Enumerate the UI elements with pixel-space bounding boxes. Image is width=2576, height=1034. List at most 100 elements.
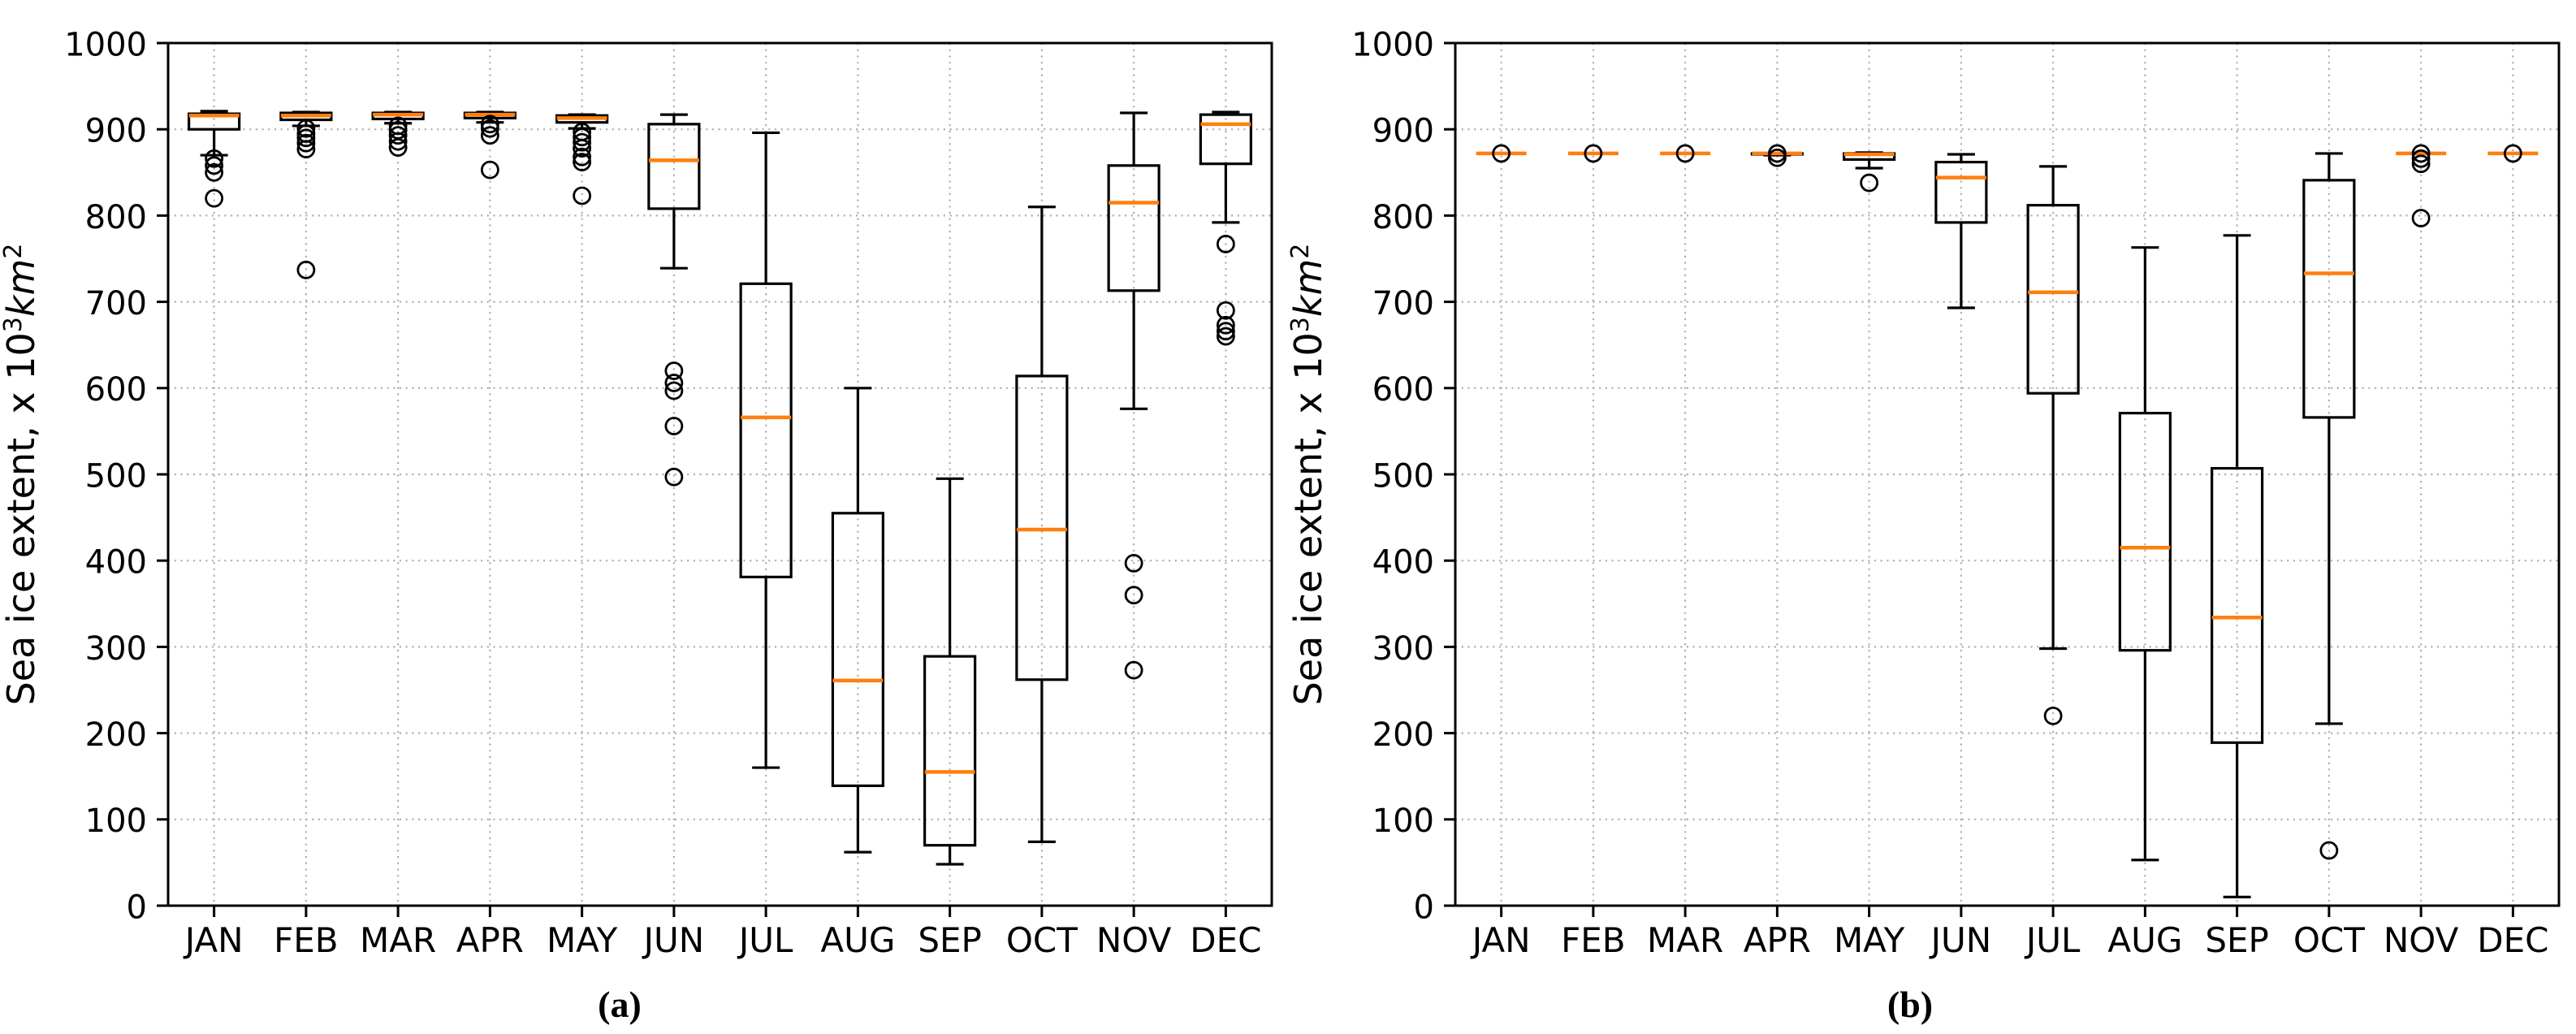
x-tick-label: MAY [547,920,618,960]
x-tick-label: NOV [2384,920,2459,960]
x-tick-label: AUG [820,920,895,960]
iqr-box [647,123,701,210]
x-tick-label: OCT [1006,920,1078,960]
y-tick-label: 1000 [1351,26,1434,63]
box-oct [2302,152,2356,860]
boxes [188,110,1252,866]
box-mar [371,110,425,157]
box-nov [2396,144,2447,227]
y-tick-label: 0 [1414,889,1434,926]
box-nov [1107,111,1160,680]
box-apr [1750,144,1804,167]
outlier-marker [1124,586,1143,605]
outlier-marker [2411,154,2431,174]
x-tick-label: MAR [360,920,436,960]
y-tick-label: 800 [1372,199,1434,236]
outlier-marker [664,381,684,400]
outlier-marker [1675,144,1695,163]
y-tick-label: 1000 [64,26,147,63]
outlier-marker [296,133,316,153]
boxes [1476,144,2539,898]
outlier-marker [1216,235,1235,253]
iqr-box [2211,466,2264,744]
x-tick-label: AUG [2107,920,2182,960]
outlier-marker [2411,144,2431,163]
x-tick-label: DEC [1190,920,1261,960]
iqr-box [831,512,884,787]
outlier-marker [480,126,499,145]
gridlines [168,43,1272,906]
ticks: 0 100 200 300 400 500 600 700 800 900 1000 JAN FEB MA… [64,26,1261,960]
x-tick-label: JAN [1470,920,1531,960]
x-tick-label: OCT [2293,920,2365,960]
outlier-marker [388,132,408,151]
x-tick-label: APR [456,920,524,960]
outlier-marker [573,132,592,152]
y-tick-label: 0 [127,889,147,926]
outlier-marker [296,128,316,148]
outlier-marker [573,147,592,167]
x-tick-label: FEB [1561,920,1626,960]
y-tick-label: 300 [1372,630,1434,668]
y-tick-label: 100 [1372,803,1434,840]
y-tick-label: 500 [85,457,147,495]
box-jan [188,110,241,208]
outlier-marker [2503,144,2522,163]
box-jan [1476,144,1527,163]
outlier-marker [2319,841,2339,860]
y-tick-label: 700 [85,285,147,322]
box-apr [463,110,516,180]
iqr-box [1107,164,1160,292]
x-tick-label: FEB [274,920,339,960]
y-axis-label: Sea ice extent, x 103km2 [0,244,43,706]
outlier-marker [1492,144,1511,163]
y-axis-label: Sea ice extent, x 103km2 [1286,244,1330,706]
panel-a-axes: 0 100 200 300 400 500 600 700 800 900 1000 JAN FEB MA… [0,26,1273,960]
outlier-marker [664,467,684,487]
x-tick-label: DEC [2477,920,2548,960]
panel-b-axes: 0 100 200 300 400 500 600 700 800 900 1000 JAN FEB MA… [1286,26,2561,960]
x-tick-label: APR [1744,920,1811,960]
iqr-box [739,282,793,578]
outlier-marker [480,160,499,180]
x-tick-label: SEP [2205,920,2269,960]
outlier-marker [296,140,316,159]
outlier-marker [1124,660,1143,680]
x-tick-label: JUL [737,920,793,960]
box-dec [1199,110,1252,346]
y-tick-label: 100 [85,803,147,840]
outlier-marker [388,126,408,145]
outlier-marker [2043,706,2063,725]
y-tick-label: 600 [1372,371,1434,409]
x-tick-label: JAN [183,920,244,960]
y-tick-label: 400 [85,544,147,582]
outlier-marker [573,186,592,206]
x-tick-label: JUN [642,920,705,960]
ticks: 0 100 200 300 400 500 600 700 800 900 1000 JAN FEB MA… [1351,26,2548,960]
outlier-marker [1124,553,1143,573]
outlier-marker [573,139,592,158]
gridlines [1455,43,2559,906]
y-tick-label: 200 [1372,716,1434,754]
caption-a: (a) [598,984,642,1025]
outlier-marker [1767,148,1787,167]
outlier-marker [388,138,408,157]
y-tick-label: 900 [1372,113,1434,150]
y-tick-label: 500 [1372,457,1434,495]
outlier-marker [296,119,316,138]
box-aug [2118,246,2172,862]
caption-b: (b) [1887,984,1934,1025]
iqr-box [2026,204,2080,395]
box-may [1843,151,1896,193]
y-tick-label: 200 [85,716,147,754]
box-may [555,113,609,206]
x-tick-label: NOV [1096,920,1172,960]
box-jun [1934,153,1988,309]
box-jul [2026,165,2080,725]
box-jul [739,131,793,769]
outlier-marker [205,156,224,175]
outlier-marker [205,188,224,208]
box-mar [1660,144,1711,163]
